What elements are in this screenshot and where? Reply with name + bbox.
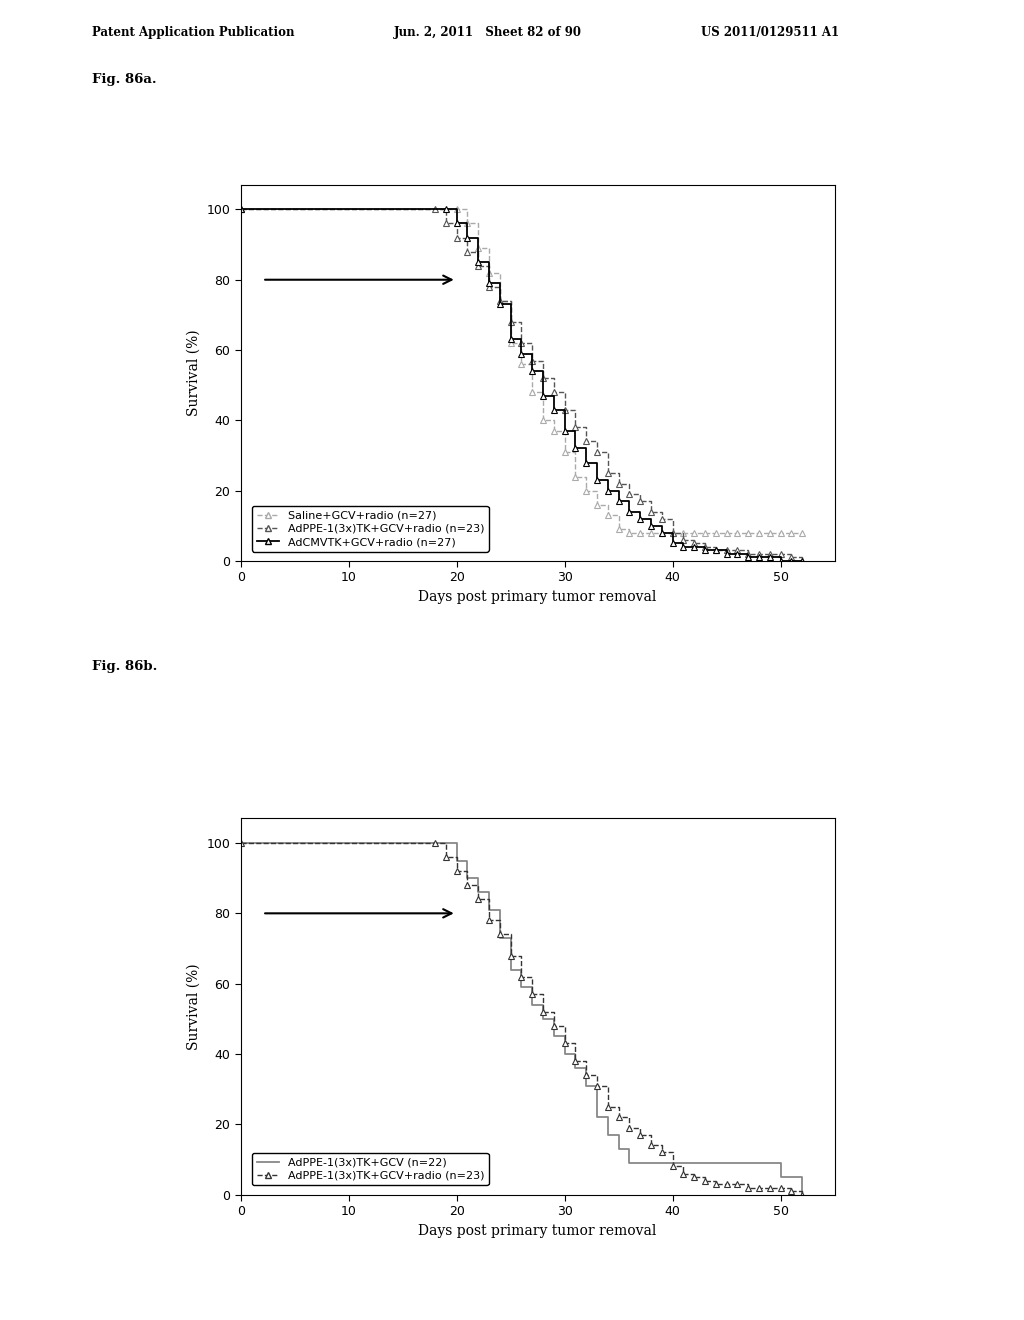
X-axis label: Days post primary tumor removal: Days post primary tumor removal [419,1224,656,1238]
Text: Fig. 86b.: Fig. 86b. [92,660,158,673]
Y-axis label: Survival (%): Survival (%) [186,964,201,1049]
X-axis label: Days post primary tumor removal: Days post primary tumor removal [419,590,656,605]
Text: Fig. 86a.: Fig. 86a. [92,73,157,86]
Text: Jun. 2, 2011   Sheet 82 of 90: Jun. 2, 2011 Sheet 82 of 90 [394,26,583,40]
Text: US 2011/0129511 A1: US 2011/0129511 A1 [701,26,840,40]
Legend: Saline+GCV+radio (n=27), AdPPE-1(3x)TK+GCV+radio (n=23), AdCMVTK+GCV+radio (n=27: Saline+GCV+radio (n=27), AdPPE-1(3x)TK+G… [252,506,488,552]
Y-axis label: Survival (%): Survival (%) [186,330,201,416]
Text: Patent Application Publication: Patent Application Publication [92,26,295,40]
Legend: AdPPE-1(3x)TK+GCV (n=22), AdPPE-1(3x)TK+GCV+radio (n=23): AdPPE-1(3x)TK+GCV (n=22), AdPPE-1(3x)TK+… [252,1154,488,1185]
